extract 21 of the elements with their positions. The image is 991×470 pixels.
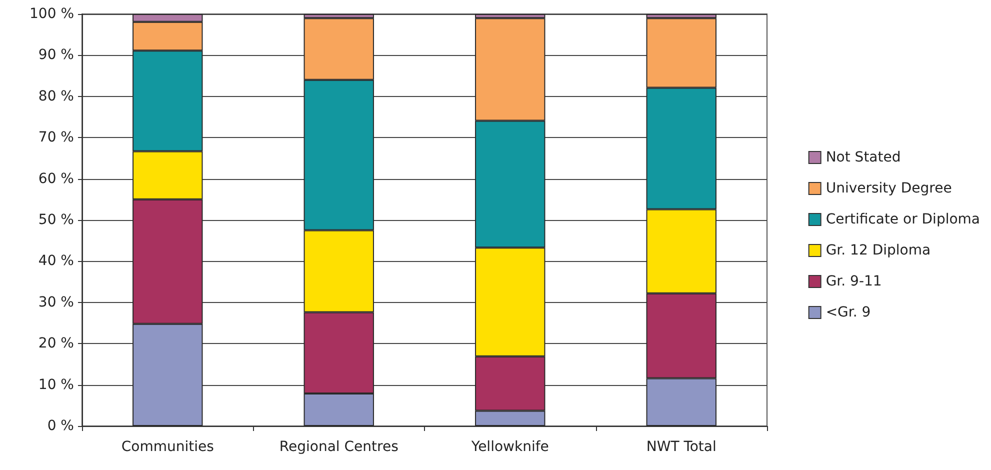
x-tick-label: NWT Total — [646, 439, 716, 455]
y-tick-label: 40 % — [38, 253, 74, 270]
legend-label: <Gr. 9 — [826, 304, 871, 320]
y-tick-label: 0 % — [47, 418, 74, 434]
legend-label: Gr. 12 Diploma — [826, 242, 931, 258]
y-tick-label: 80 % — [38, 88, 74, 104]
legend-label: University Degree — [826, 180, 952, 196]
y-tick-label: 30 % — [38, 294, 74, 310]
y-tick-label: 50 % — [38, 212, 74, 228]
y-tick-label: 100 % — [30, 6, 74, 22]
y-tick-label: 60 % — [38, 170, 74, 187]
legend-label: Gr. 9-11 — [826, 274, 882, 290]
y-tick-label: 20 % — [38, 336, 74, 352]
legend-label: Not Stated — [826, 150, 901, 166]
x-tick-label: Communities — [121, 439, 214, 455]
y-tick-label: 90 % — [38, 47, 74, 64]
x-tick-label: Yellowknife — [470, 439, 549, 455]
y-tick-label: 10 % — [38, 376, 74, 393]
y-tick-label: 70 % — [38, 130, 74, 146]
legend-label: Certificate or Diploma — [826, 212, 980, 228]
x-tick-label: Regional Centres — [279, 439, 398, 455]
